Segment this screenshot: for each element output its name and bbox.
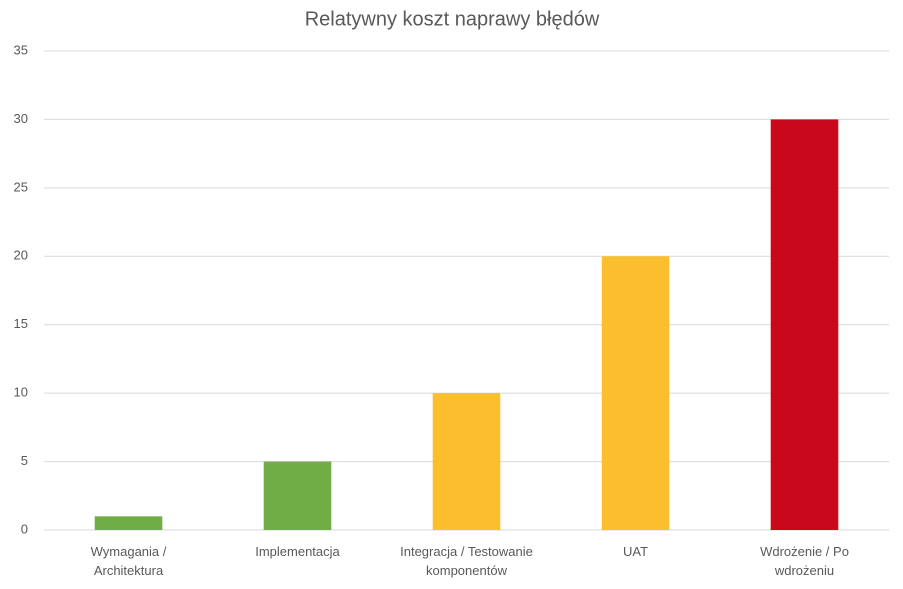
bar: [601, 256, 670, 530]
y-tick-label: 30: [14, 111, 28, 126]
y-tick-label: 25: [14, 179, 28, 194]
x-tick-label: Integracja / Testowanie komponentów: [400, 544, 533, 578]
y-tick-label: 15: [14, 316, 28, 331]
y-tick-label: 35: [14, 42, 28, 57]
bar: [94, 516, 163, 530]
bar: [770, 119, 839, 530]
bar: [263, 461, 332, 530]
x-tick-label: Wdrożenie / Po wdrożeniu: [760, 544, 849, 578]
x-tick-label: UAT: [622, 544, 649, 559]
bar: [432, 393, 501, 530]
y-tick-label: 0: [21, 521, 28, 536]
y-tick-label: 20: [14, 248, 28, 263]
x-tick-label: Implementacja: [255, 544, 340, 559]
x-tick-label: Wymagania / Architektura: [90, 544, 167, 578]
chart-title: Relatywny koszt naprawy błędów: [305, 8, 600, 30]
y-tick-label: 5: [21, 453, 28, 468]
y-tick-label: 10: [14, 385, 28, 400]
